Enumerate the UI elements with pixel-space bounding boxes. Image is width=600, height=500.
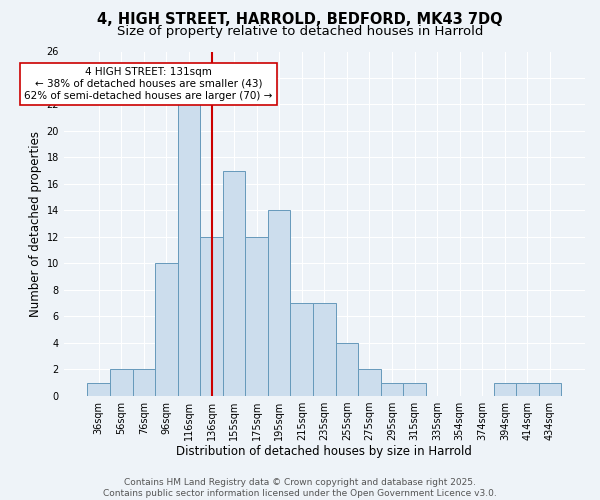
Bar — [335, 343, 358, 396]
X-axis label: Distribution of detached houses by size in Harrold: Distribution of detached houses by size … — [176, 444, 472, 458]
Bar — [494, 382, 516, 396]
Bar — [358, 370, 381, 396]
Bar — [539, 382, 562, 396]
Bar — [245, 237, 268, 396]
Y-axis label: Number of detached properties: Number of detached properties — [29, 130, 42, 316]
Bar — [88, 382, 110, 396]
Bar — [200, 237, 223, 396]
Bar — [133, 370, 155, 396]
Bar — [516, 382, 539, 396]
Text: Size of property relative to detached houses in Harrold: Size of property relative to detached ho… — [117, 25, 483, 38]
Bar — [268, 210, 290, 396]
Bar — [110, 370, 133, 396]
Bar — [155, 264, 178, 396]
Text: Contains HM Land Registry data © Crown copyright and database right 2025.
Contai: Contains HM Land Registry data © Crown c… — [103, 478, 497, 498]
Bar — [290, 303, 313, 396]
Text: 4, HIGH STREET, HARROLD, BEDFORD, MK43 7DQ: 4, HIGH STREET, HARROLD, BEDFORD, MK43 7… — [97, 12, 503, 28]
Bar — [381, 382, 403, 396]
Text: 4 HIGH STREET: 131sqm
← 38% of detached houses are smaller (43)
62% of semi-deta: 4 HIGH STREET: 131sqm ← 38% of detached … — [24, 68, 272, 100]
Bar — [313, 303, 335, 396]
Bar — [178, 104, 200, 396]
Bar — [403, 382, 426, 396]
Bar — [223, 170, 245, 396]
